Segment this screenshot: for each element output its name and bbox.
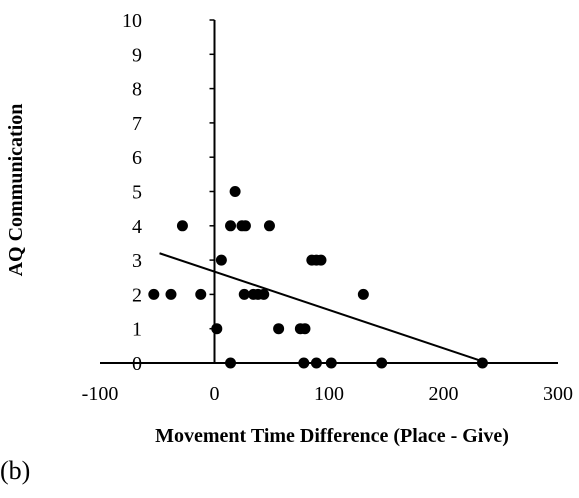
- data-point: [325, 357, 337, 369]
- y-tick-label: 6: [132, 147, 142, 169]
- data-point: [258, 288, 270, 300]
- data-point: [225, 220, 237, 232]
- panel-label: (b): [0, 456, 31, 485]
- data-point: [310, 357, 322, 369]
- x-tick-label: 300: [543, 383, 573, 405]
- y-tick-label: 0: [132, 353, 142, 375]
- data-point: [238, 288, 250, 300]
- data-point: [357, 288, 369, 300]
- data-point: [315, 254, 327, 266]
- axes: [100, 19, 558, 364]
- x-tick-labels: -100 0 100 200 300: [82, 383, 573, 405]
- y-tick-label: 7: [132, 113, 142, 135]
- x-axis-title: Movement Time Difference (Place - Give): [155, 425, 509, 447]
- y-tick-label: 9: [132, 44, 142, 66]
- y-tick-label: 4: [132, 216, 142, 238]
- data-point: [299, 323, 311, 335]
- data-point: [211, 323, 223, 335]
- x-tick-label: 100: [314, 383, 344, 405]
- data-point: [148, 288, 160, 300]
- y-tick-label: 3: [132, 250, 142, 272]
- data-point: [476, 357, 488, 369]
- y-tick-label: 8: [132, 79, 142, 101]
- data-point: [225, 357, 237, 369]
- data-point: [229, 186, 241, 197]
- data-point: [239, 220, 251, 232]
- y-axis-title: AQ Communication: [5, 104, 27, 277]
- y-tick-label: 10: [122, 10, 142, 32]
- data-point: [263, 220, 275, 232]
- data-point: [215, 254, 227, 266]
- y-tick-labels: 0 1 2 3 4 5 6 7 8 9 10: [122, 10, 142, 375]
- y-tick-label: 1: [132, 319, 142, 341]
- data-point: [376, 357, 388, 369]
- y-tick-label: 2: [132, 284, 142, 306]
- data-point: [273, 323, 285, 335]
- data-point: [195, 288, 207, 300]
- y-tick-label: 5: [132, 182, 142, 204]
- x-tick-label: -100: [82, 383, 119, 405]
- data-point: [176, 220, 188, 232]
- x-tick-label: 200: [429, 383, 459, 405]
- data-point: [165, 288, 177, 300]
- data-point: [298, 357, 310, 369]
- data-points: [148, 186, 488, 369]
- scatter-chart: -100 0 100 200 300 0 1 2 3 4 5 6 7 8 9 10 Movement Tim…: [5, 10, 573, 447]
- x-tick-label: 0: [210, 383, 220, 405]
- trendline: [159, 252, 483, 363]
